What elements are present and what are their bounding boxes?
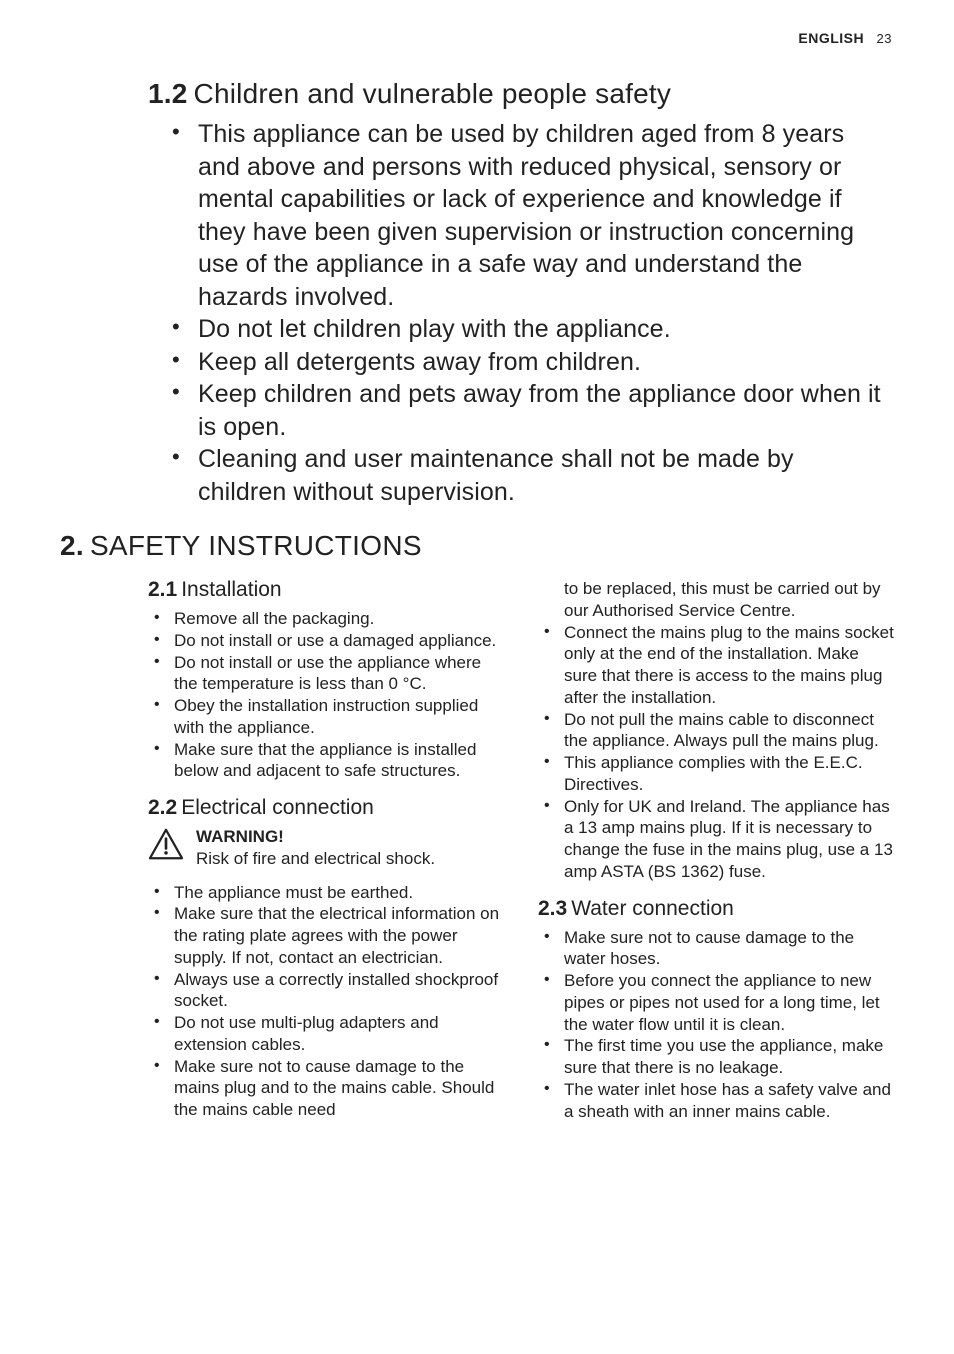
column-left: 2.1Installation Remove all the packaging… [148,572,504,1136]
list-item: Before you connect the appliance to new … [564,970,894,1035]
list-item: Do not pull the mains cable to disconnec… [564,709,894,753]
list-item: Keep all detergents away from children. [198,346,884,379]
list-item: Make sure not to cause damage to the mai… [174,1056,504,1121]
page-header: ENGLISH 23 [798,30,892,46]
warning-text: WARNING! Risk of fire and electrical sho… [196,826,435,870]
page-number: 23 [877,31,892,46]
heading-title: Installation [181,578,281,601]
list-item: Remove all the packaging. [174,608,504,630]
list-2-1: Remove all the packaging. Do not install… [148,608,504,782]
list-2-3: Make sure not to cause damage to the wat… [538,927,894,1123]
list-item: Connect the mains plug to the mains sock… [564,622,894,709]
list-item: Make sure that the electrical informatio… [174,903,504,968]
heading-2-2: 2.2Electrical connection [148,796,504,820]
list-item: The water inlet hose has a safety valve … [564,1079,894,1123]
heading-number: 2.3 [538,897,567,920]
list-item: Do not install or use the appliance wher… [174,652,504,696]
heading-title: Water connection [571,897,734,920]
heading-2-1: 2.1Installation [148,578,504,602]
list-item: Obey the installation instruction suppli… [174,695,504,739]
list-2-2-col2: to be replaced, this must be carried out… [538,578,894,883]
list-item: Always use a correctly installed shockpr… [174,969,504,1013]
column-right: to be replaced, this must be carried out… [538,572,894,1136]
language-label: ENGLISH [798,30,864,46]
warning-label: WARNING! [196,827,284,846]
list-item: This appliance complies with the E.E.C. … [564,752,894,796]
list-item: Cleaning and user maintenance shall not … [198,443,884,508]
warning-body: Risk of fire and electrical shock. [196,849,435,868]
list-item: This appliance can be used by children a… [198,118,884,313]
list-item: Make sure not to cause damage to the wat… [564,927,894,971]
list-item: Do not let children play with the applia… [198,313,884,346]
list-item: The first time you use the appliance, ma… [564,1035,894,1079]
heading-number: 2.2 [148,796,177,819]
heading-number: 2.1 [148,578,177,601]
heading-number: 2. [60,530,84,561]
list-item: Make sure that the appliance is installe… [174,739,504,783]
heading-title: SAFETY INSTRUCTIONS [90,530,422,561]
warning-block: WARNING! Risk of fire and electrical sho… [148,826,504,870]
heading-2: 2.SAFETY INSTRUCTIONS [60,530,894,562]
heading-number: 1.2 [148,78,188,109]
heading-2-3: 2.3Water connection [538,897,894,921]
warning-icon [148,828,184,860]
list-item: Do not use multi-plug adapters and exten… [174,1012,504,1056]
manual-page: ENGLISH 23 1.2Children and vulnerable pe… [0,0,954,1354]
list-1-2: This appliance can be used by children a… [170,118,894,508]
list-item: Keep children and pets away from the app… [198,378,884,443]
list-item: The appliance must be earthed. [174,882,504,904]
two-column-layout: 2.1Installation Remove all the packaging… [148,572,894,1136]
heading-title: Children and vulnerable people safety [194,78,672,109]
list-item-continuation: to be replaced, this must be carried out… [564,578,894,622]
list-item: Only for UK and Ireland. The appliance h… [564,796,894,883]
list-2-2-col1: The appliance must be earthed. Make sure… [148,882,504,1121]
heading-1-2: 1.2Children and vulnerable people safety [148,78,894,110]
heading-title: Electrical connection [181,796,374,819]
list-item: Do not install or use a damaged applianc… [174,630,504,652]
